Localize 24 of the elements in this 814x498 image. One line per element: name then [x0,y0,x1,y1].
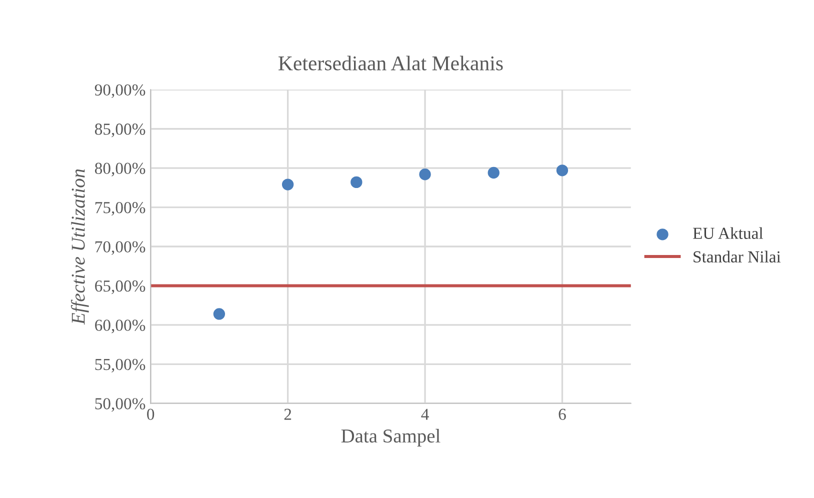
y-tick-label: 65,00% [95,280,146,294]
point [282,178,294,190]
point [350,176,362,188]
y-tick-label: 55,00% [95,358,146,373]
point [488,166,500,179]
legend-label: EU Aktual [692,227,764,239]
x-axis-title: Data Sampel [341,428,440,447]
y-tick-label: 80,00% [94,162,146,176]
point [419,168,431,180]
x-tick-label: 4 [421,408,429,420]
point [213,308,226,320]
x-tick-label: 0 [147,408,154,420]
x-tick-label: 2 [284,408,292,420]
y-tick-label: 75,00% [95,202,146,216]
y-tick-label: 90,00% [94,84,146,98]
x-tick-label: 6 [558,408,566,420]
y-tick-label: 85,00% [94,124,146,138]
y-tick-label: 70,00% [95,241,146,255]
y-tick-label: 50,00% [95,398,146,412]
chart-title: Ketersediaan Alat Mekanis [278,56,503,70]
point [556,164,568,176]
y-tick-label: 60,00% [95,320,146,334]
legend-label: Standar Nilai [694,250,781,263]
y-axis-title: Effective Utilization [70,169,89,325]
